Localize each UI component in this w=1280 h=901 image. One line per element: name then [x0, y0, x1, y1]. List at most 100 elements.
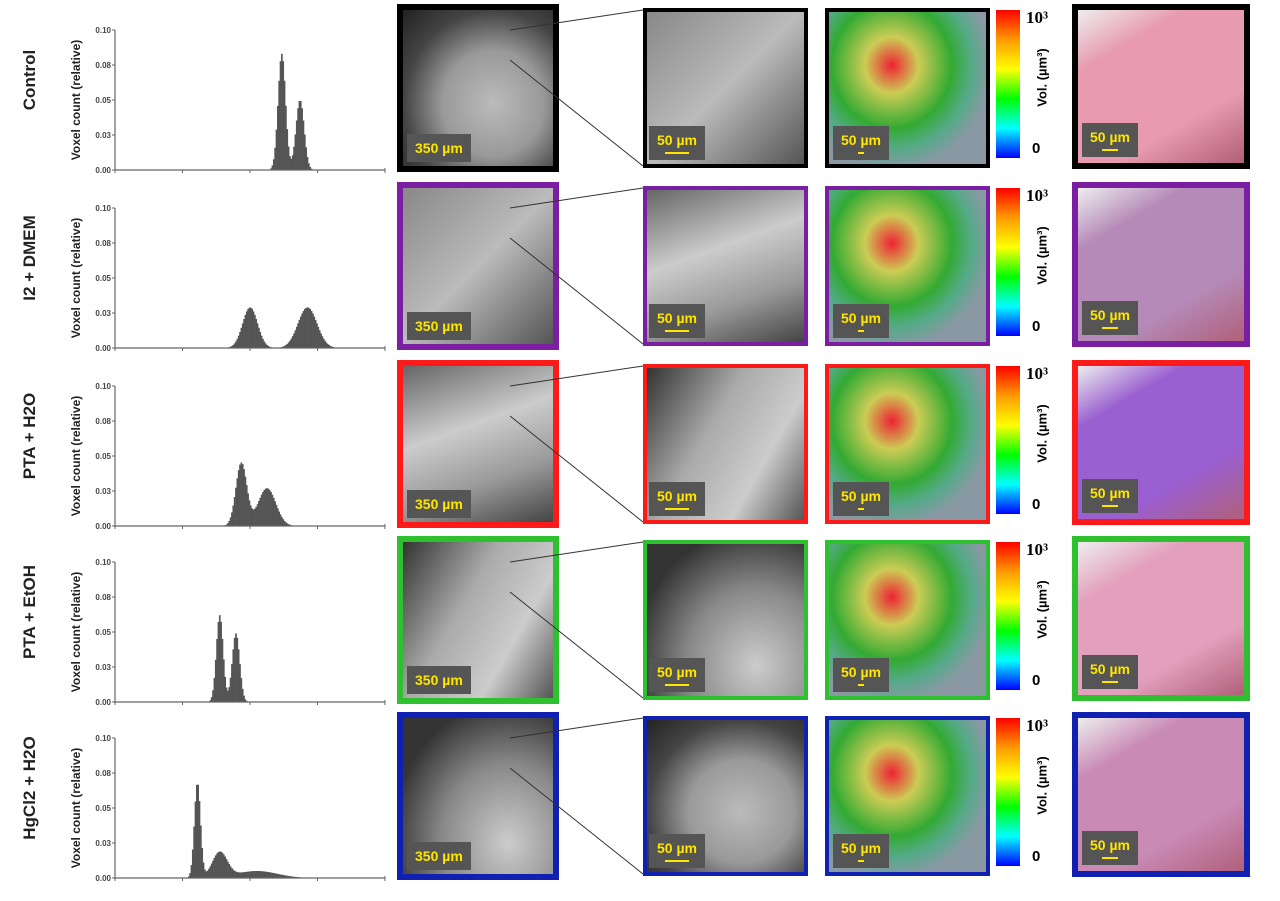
y-axis-label: Voxel count (relative)	[69, 396, 83, 516]
histogram-bar	[258, 327, 260, 348]
histogram-bar	[235, 487, 237, 526]
connector-line	[509, 591, 644, 699]
histogram-bar	[225, 524, 228, 526]
histogram-bar	[328, 345, 330, 348]
histogram-bar	[294, 330, 297, 348]
histogram-bar	[235, 341, 237, 348]
x-tick-label: 10⁴	[176, 531, 189, 532]
histogram-bar	[267, 488, 270, 526]
histogram-bar	[202, 862, 205, 878]
histogram-bar	[322, 338, 325, 348]
histogram-bar	[259, 871, 262, 878]
histogram-bar	[233, 637, 236, 702]
histogram-bar	[275, 873, 278, 878]
histogram-bar	[295, 326, 298, 348]
histogram-bar	[321, 336, 324, 348]
histogram-bar	[298, 319, 301, 348]
histogram-bar	[255, 871, 258, 878]
y-tick-label: 0.05	[95, 804, 111, 813]
connector-line	[509, 717, 644, 739]
histogram-bar	[231, 868, 233, 878]
scale-bar: 50 µm	[1082, 831, 1138, 865]
histogram-bar	[232, 505, 235, 526]
connector-line	[509, 415, 644, 523]
histogram-bar	[293, 146, 295, 170]
histogram-bar	[213, 857, 216, 878]
colorbar-min-label: 0	[1032, 672, 1041, 689]
x-tick-label: 2x10⁴	[239, 353, 261, 354]
scale-bar: 50 µm	[649, 126, 705, 160]
histogram-bar	[304, 309, 306, 348]
x-tick-label: 2x10⁴	[239, 175, 261, 176]
histogram-bar	[277, 105, 279, 170]
histogram-bar	[287, 524, 290, 526]
histogram-bar	[272, 159, 275, 170]
histogram-bar	[241, 688, 244, 702]
y-tick-label: 0.00	[95, 344, 111, 353]
histogram-bar	[272, 497, 275, 526]
histogram-bar	[282, 874, 285, 878]
histogram-bar	[227, 690, 229, 702]
histogram-bar	[281, 516, 283, 526]
overview-microct-image: 350 µm	[397, 536, 559, 704]
histogram-bar	[283, 345, 286, 348]
histogram-bar	[282, 346, 285, 348]
histogram-bar	[309, 309, 312, 348]
row-0: Control 0.000.030.050.080.10010⁴2x10⁴3x1…	[0, 0, 1280, 176]
histogram-bar	[279, 874, 282, 878]
histogram-bar	[291, 336, 294, 348]
histogram-bar	[239, 872, 241, 878]
histogram-bar	[316, 323, 318, 348]
histogram-bar	[331, 346, 333, 348]
histogram-bar	[251, 871, 253, 878]
histology-image: 50 µm	[1072, 4, 1250, 169]
connector-line	[509, 541, 644, 563]
histogram-bar	[299, 100, 302, 170]
histogram-bar	[245, 311, 248, 348]
y-axis-label: Voxel count (relative)	[69, 218, 83, 338]
histogram-bar	[221, 852, 224, 878]
histogram-bar	[241, 464, 244, 526]
histogram-bar	[210, 697, 213, 702]
histogram-bar	[260, 335, 263, 348]
histogram-bar	[297, 108, 299, 170]
colorbar	[996, 188, 1020, 336]
histogram-bar	[228, 520, 231, 526]
histogram-bar	[324, 340, 326, 348]
histogram-bar	[214, 659, 217, 702]
histogram-bar	[260, 494, 263, 526]
histogram-bar	[244, 871, 247, 878]
histogram-bar	[251, 508, 253, 526]
histogram-bar	[267, 872, 270, 878]
histogram-bar	[197, 784, 199, 878]
histogram-bar	[270, 872, 272, 878]
histogram-bar	[239, 664, 241, 702]
scale-bar: 50 µm	[649, 658, 705, 692]
histogram-bar	[277, 873, 279, 878]
histogram-bar	[312, 313, 314, 348]
histogram-bar	[289, 524, 291, 526]
histogram-bar	[291, 876, 294, 878]
y-tick-label: 0.03	[95, 839, 111, 848]
histogram-bar	[235, 633, 237, 702]
histogram-bar	[295, 120, 298, 170]
scale-bar: 50 µm	[649, 482, 705, 516]
colorbar-max-label: 10³	[1026, 540, 1049, 559]
histogram-chart: 0.000.030.050.080.10010⁴2x10⁴3x10⁴Graysc…	[69, 558, 386, 708]
scale-bar: 50 µm	[649, 834, 705, 868]
y-axis-label: Voxel count (relative)	[69, 572, 83, 692]
histogram-bar	[268, 872, 271, 878]
x-tick-label: 3x10⁴	[307, 707, 329, 708]
scale-bar: 350 µm	[407, 134, 471, 162]
histogram-bar	[247, 493, 249, 526]
histogram-bar	[229, 517, 232, 526]
histogram-bar	[263, 489, 266, 526]
histogram-bar	[294, 134, 297, 170]
histogram-bar	[250, 871, 252, 878]
histogram-bar	[258, 500, 260, 526]
histogram-bar	[285, 345, 287, 348]
histogram-chart: 0.000.030.050.080.10010⁴2x10⁴3x10⁴Graysc…	[69, 734, 386, 884]
histogram-bar	[221, 638, 224, 702]
scale-bar: 350 µm	[407, 666, 471, 694]
y-axis-label: Voxel count (relative)	[69, 748, 83, 868]
